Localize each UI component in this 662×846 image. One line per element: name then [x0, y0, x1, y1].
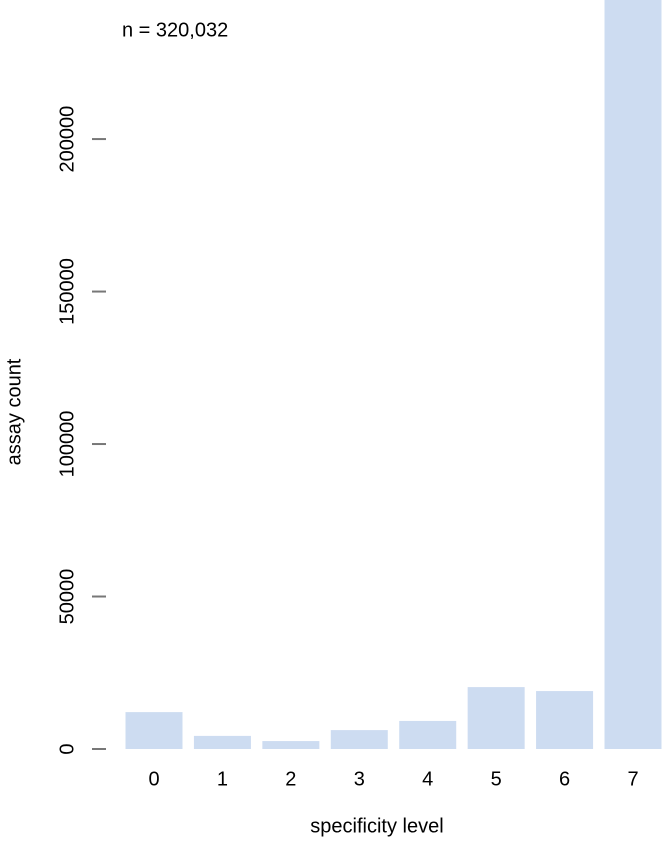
x-tick-label: 6	[559, 768, 570, 790]
y-tick-label: 200000	[56, 106, 78, 173]
bars	[125, 0, 662, 749]
bar	[262, 741, 320, 749]
x-axis-label: specificity level	[310, 815, 443, 837]
bar	[399, 720, 457, 749]
bar	[467, 687, 525, 749]
bar	[330, 730, 388, 749]
y-tick-label: 100000	[56, 411, 78, 478]
x-tick-label: 5	[491, 768, 502, 790]
x-tick-label: 1	[217, 768, 228, 790]
bar	[536, 691, 594, 749]
x-tick-label: 3	[354, 768, 365, 790]
y-tick-label: 0	[56, 743, 78, 754]
y-tick-label: 50000	[56, 569, 78, 625]
annotation: n = 320,032	[122, 19, 228, 41]
x-tick-label: 2	[285, 768, 296, 790]
bar	[193, 735, 251, 749]
x-tick-label: 4	[422, 768, 433, 790]
bar	[604, 0, 662, 749]
y-axis-label: assay count	[3, 358, 25, 465]
x-tick-label: 7	[627, 768, 638, 790]
bar	[125, 712, 183, 749]
x-tick-label: 0	[148, 768, 159, 790]
y-tick-label: 150000	[56, 258, 78, 325]
